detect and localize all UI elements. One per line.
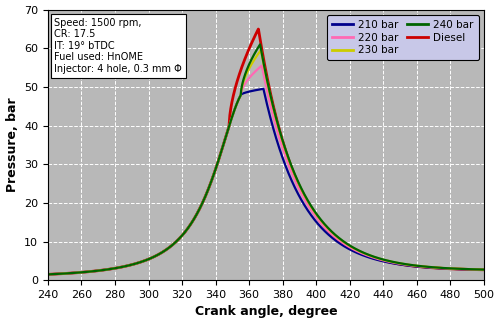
240 bar (45, 272, 51, 276)
230 bar (426, 265, 432, 269)
210 bar (94, 269, 100, 273)
220 bar (481, 268, 487, 272)
230 bar (212, 168, 218, 172)
230 bar (472, 267, 478, 271)
220 bar (94, 269, 100, 273)
Diesel (212, 168, 218, 172)
X-axis label: Crank angle, degree: Crank angle, degree (194, 306, 338, 318)
230 bar (258, 48, 264, 52)
Diesel (426, 266, 432, 270)
Line: Diesel: Diesel (48, 29, 484, 274)
Line: 230 bar: 230 bar (48, 50, 484, 274)
240 bar (212, 168, 218, 172)
240 bar (426, 265, 432, 269)
230 bar (45, 272, 51, 276)
210 bar (481, 268, 487, 272)
230 bar (94, 269, 100, 273)
Legend: 210 bar, 220 bar, 230 bar, 240 bar, Diesel: 210 bar, 220 bar, 230 bar, 240 bar, Dies… (327, 15, 478, 60)
220 bar (426, 265, 432, 269)
240 bar (472, 267, 478, 271)
230 bar (231, 109, 237, 113)
220 bar (231, 109, 237, 113)
Line: 210 bar: 210 bar (48, 89, 484, 274)
Y-axis label: Pressure, bar: Pressure, bar (6, 98, 18, 192)
Diesel (256, 27, 262, 31)
210 bar (472, 268, 478, 272)
210 bar (426, 266, 432, 270)
Diesel (472, 268, 478, 272)
Diesel (94, 269, 100, 273)
230 bar (481, 268, 487, 272)
Diesel (481, 268, 487, 272)
Diesel (231, 91, 237, 95)
Text: Speed: 1500 rpm,
CR: 17.5
IT: 19° bTDC
Fuel used: HnOME
Injector: 4 hole, 0.3 mm: Speed: 1500 rpm, CR: 17.5 IT: 19° bTDC F… (54, 18, 182, 74)
230 bar (120, 265, 126, 269)
240 bar (481, 268, 487, 272)
240 bar (231, 109, 237, 113)
210 bar (231, 109, 237, 113)
220 bar (258, 64, 264, 68)
Line: 240 bar: 240 bar (48, 44, 484, 274)
220 bar (120, 265, 126, 269)
210 bar (120, 265, 126, 269)
220 bar (45, 272, 51, 276)
240 bar (257, 42, 263, 46)
220 bar (212, 168, 218, 172)
220 bar (472, 268, 478, 272)
Line: 220 bar: 220 bar (48, 66, 484, 274)
210 bar (260, 87, 266, 91)
210 bar (212, 168, 218, 172)
240 bar (94, 269, 100, 273)
Diesel (120, 265, 126, 269)
240 bar (120, 265, 126, 269)
Diesel (45, 272, 51, 276)
210 bar (45, 272, 51, 276)
